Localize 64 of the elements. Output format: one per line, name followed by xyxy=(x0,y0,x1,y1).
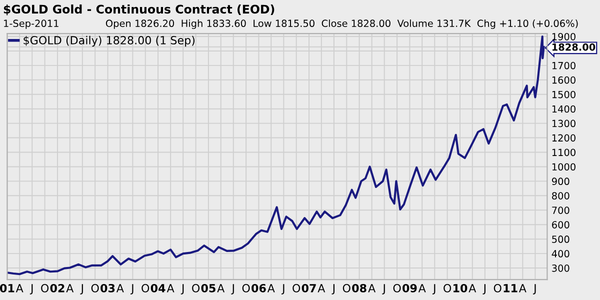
y-tick-label: 1200 xyxy=(552,134,576,142)
x-tick-label: A xyxy=(16,284,24,292)
chart-subtitle: 1-Sep-2011 xyxy=(4,20,58,29)
x-tick-label: J xyxy=(30,284,33,294)
chart-title: $GOLD Gold - Continuous Contract (EOD) xyxy=(4,4,274,16)
legend-label: $GOLD (Daily) 1828.00 (1 Sep) xyxy=(24,36,195,47)
x-tick-label: 03 xyxy=(100,284,115,292)
x-tick-label: A xyxy=(217,284,225,292)
y-tick-label: 1700 xyxy=(552,62,576,70)
x-tick-label: O xyxy=(494,284,502,292)
x-tick-label: A xyxy=(418,284,426,292)
x-tick-label: A xyxy=(468,284,476,292)
x-tick-label: O xyxy=(444,284,452,292)
x-tick-label: O xyxy=(142,284,150,292)
text: Open 1826.20 High 1833.60 Low 1815.50 Close 1828.00 Volume 131.7K Chg +1.10 (+0.06%) xyxy=(106,20,578,29)
x-tick-label: O xyxy=(342,284,350,292)
y-tick-label: 600 xyxy=(552,221,570,228)
x-tick-label: 09 xyxy=(402,284,417,292)
y-tick-label: 800 xyxy=(552,192,570,200)
y-tick-label: 1300 xyxy=(552,120,576,128)
x-tick-label: A xyxy=(166,284,174,292)
y-tick-label: 1900 xyxy=(552,32,576,40)
x-tick-label: 05 xyxy=(201,284,216,292)
x-tick-label: J xyxy=(382,284,385,294)
x-tick-label: J xyxy=(533,284,536,294)
x-tick-label: 01 xyxy=(0,284,14,292)
x-tick-label: J xyxy=(130,284,134,294)
x-tick-label: 07 xyxy=(302,284,316,292)
x-tick-label: A xyxy=(267,284,275,292)
x-tick-label: A xyxy=(66,284,74,292)
x-tick-label: 06 xyxy=(252,284,266,292)
y-tick-label: 700 xyxy=(552,206,570,214)
x-tick-label: J xyxy=(432,284,436,294)
x-tick-label: J xyxy=(80,284,83,294)
y-tick-label: 1600 xyxy=(552,76,576,84)
x-tick-label: J xyxy=(180,284,184,294)
x-tick-label: A xyxy=(368,284,376,292)
x-tick-label: J xyxy=(231,284,234,294)
x-tick-label: O xyxy=(41,284,49,292)
y-tick-label: 1828.00 xyxy=(552,43,596,51)
x-tick-label: 10 xyxy=(454,284,468,292)
x-tick-label: O xyxy=(192,284,200,292)
x-tick-label: 04 xyxy=(150,284,166,292)
x-tick-label: O xyxy=(242,284,250,292)
x-tick-label: 08 xyxy=(352,284,366,292)
y-tick-label: 1100 xyxy=(552,148,576,156)
x-tick-label: A xyxy=(116,284,124,292)
x-tick-label: O xyxy=(393,284,401,292)
x-tick-label: A xyxy=(318,284,326,292)
x-tick-label: J xyxy=(281,284,284,294)
y-tick-label: 500 xyxy=(552,236,570,243)
y-tick-label: 900 xyxy=(552,178,570,186)
x-tick-label: 11 xyxy=(504,284,518,292)
y-tick-label: 1500 xyxy=(552,90,576,98)
y-tick-label: 1400 xyxy=(552,105,576,113)
x-tick-label: O xyxy=(91,284,99,292)
y-tick-label: 400 xyxy=(552,250,570,258)
y-tick-label: 300 xyxy=(552,264,570,272)
y-tick-label: 1000 xyxy=(552,163,576,171)
x-tick-label: 02 xyxy=(50,284,64,292)
x-tick-label: O xyxy=(292,284,300,292)
x-tick-label: A xyxy=(518,284,526,292)
x-tick-label: J xyxy=(332,284,334,294)
x-tick-label: J xyxy=(482,284,486,294)
